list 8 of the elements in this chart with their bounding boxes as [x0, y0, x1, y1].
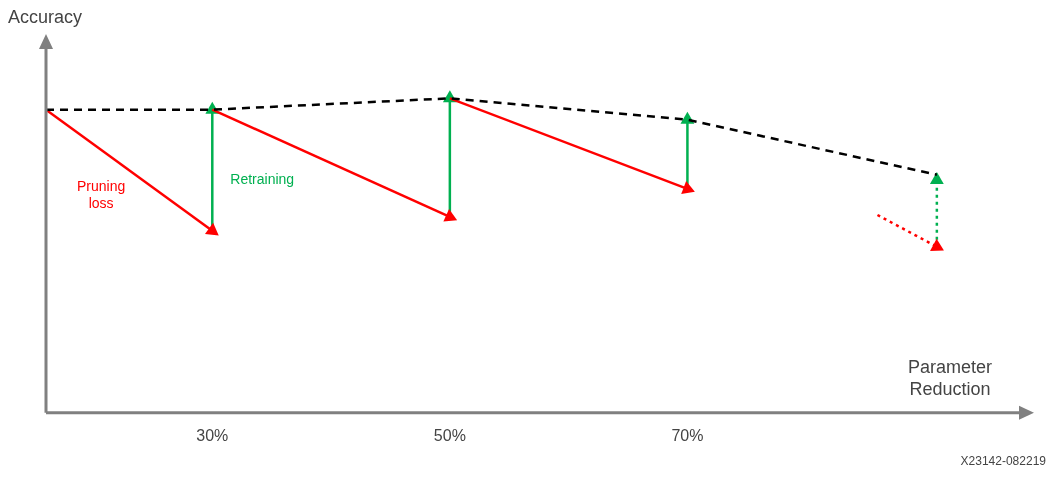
y-axis-title: Accuracy [8, 6, 83, 27]
x-tick-label: 50% [433, 426, 466, 444]
series-label: Retraining [230, 171, 295, 188]
x-tick-label: 70% [671, 426, 704, 444]
x-axis-title: Parameter Reduction [907, 356, 993, 399]
text: X23142-082219 [960, 454, 1047, 469]
x-tick-label: 30% [196, 426, 229, 444]
series-label: Pruning loss [77, 177, 126, 211]
